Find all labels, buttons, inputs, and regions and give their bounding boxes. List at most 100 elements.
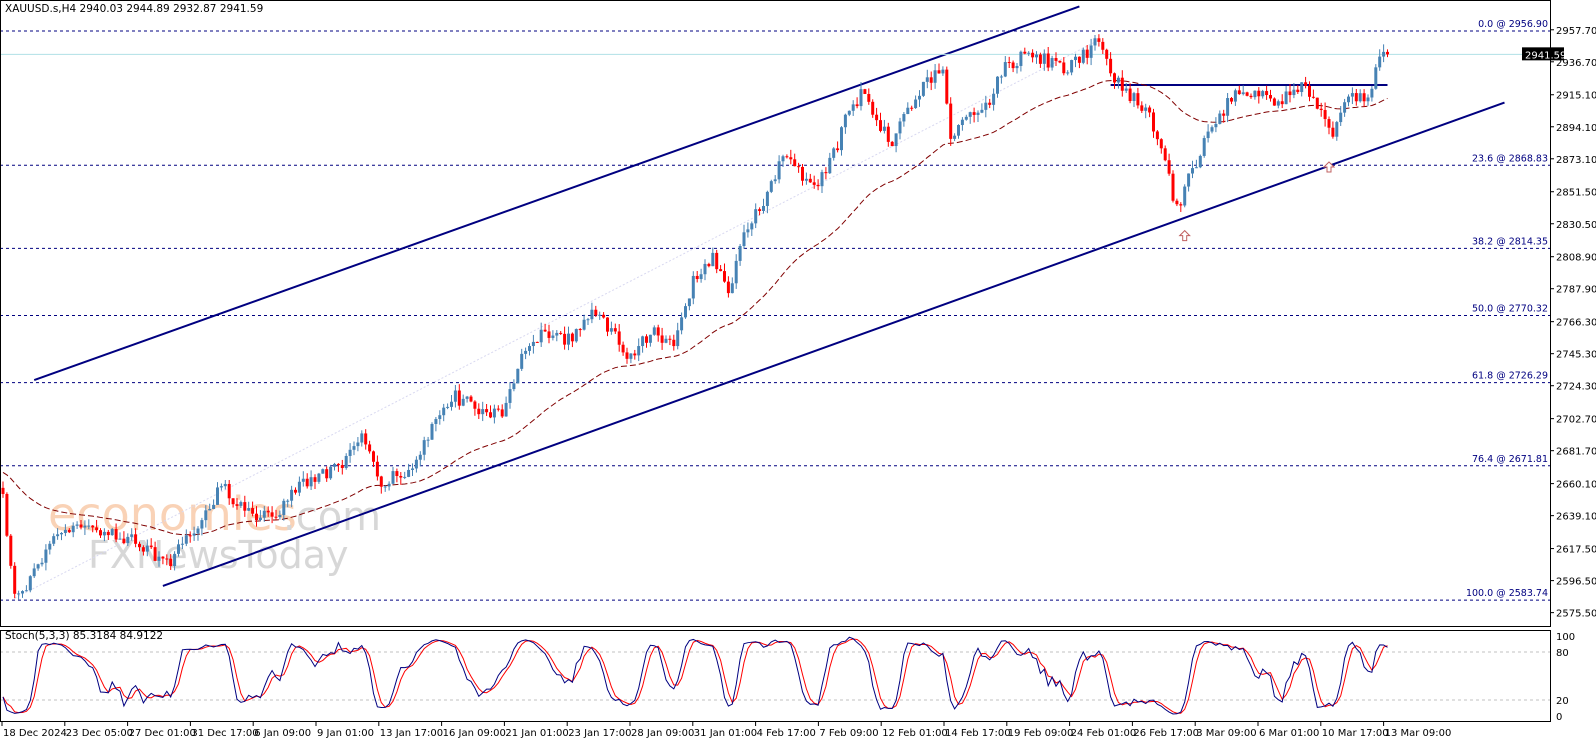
candle-body (1144, 107, 1148, 111)
candle (1070, 59, 1074, 76)
candle-body (1323, 110, 1327, 120)
candle-body (340, 465, 344, 469)
candle (177, 539, 180, 557)
candle-body (648, 334, 652, 343)
candle (1, 481, 5, 498)
candle-body (180, 543, 184, 545)
candle-body (1159, 139, 1163, 149)
candle (134, 528, 138, 548)
candle (570, 332, 574, 348)
candle (703, 259, 707, 281)
candle-body (219, 486, 223, 488)
candle (882, 119, 886, 134)
candle-body (660, 335, 664, 343)
candle (1269, 89, 1272, 102)
candle (239, 500, 243, 508)
candle-body (528, 346, 531, 351)
candle-body (414, 459, 418, 469)
candle (606, 317, 609, 337)
current-price-badge (1522, 47, 1564, 61)
moving-average-line (2, 80, 1388, 536)
candle (789, 149, 793, 165)
candle (1249, 93, 1253, 99)
candle-body (364, 433, 368, 445)
candle-body (1046, 53, 1050, 68)
candle (1296, 85, 1300, 94)
candle-body (539, 329, 543, 343)
candle (933, 63, 937, 89)
candle (715, 249, 719, 274)
candle-body (434, 419, 438, 424)
candle (512, 379, 516, 392)
candle (17, 590, 21, 600)
y-tick-label: 2639.10 (1556, 512, 1596, 523)
candle-body (960, 119, 964, 126)
stoch-pane-border (0, 630, 1551, 722)
candle-body (1085, 49, 1089, 58)
candle-body (1253, 90, 1257, 98)
candle (336, 463, 340, 472)
main-pane-border (0, 0, 1551, 627)
candle (629, 353, 633, 364)
candle (801, 163, 804, 186)
candle (309, 470, 313, 491)
candle-body (336, 463, 340, 466)
candle-body (945, 69, 949, 104)
candle (758, 207, 762, 216)
up-arrow-icon (1322, 161, 1336, 173)
candle (609, 321, 613, 335)
y-tick-label: 2915.10 (1556, 91, 1596, 102)
fib-level-label: 0.0 @ 2956.90 (1478, 19, 1548, 30)
candle (321, 468, 325, 474)
candle-body (492, 408, 496, 418)
candle-body (282, 500, 286, 516)
candle (1023, 47, 1027, 55)
candle-body (742, 232, 746, 247)
x-tick-label: 14 Feb 17:00 (945, 728, 1011, 739)
candle-body (56, 534, 60, 537)
candle (91, 525, 95, 533)
candle-body (1257, 90, 1261, 97)
candle (1152, 108, 1155, 138)
candle-body (906, 107, 910, 115)
candle (67, 528, 71, 534)
candle-body (177, 544, 180, 554)
candle (847, 110, 851, 117)
candle-body (1081, 49, 1085, 63)
candle (957, 124, 960, 139)
candle-body (652, 327, 656, 335)
candle-body (836, 148, 840, 151)
candle (695, 270, 699, 283)
candle-body (699, 274, 703, 280)
candle (1132, 91, 1136, 107)
candle-body (83, 525, 87, 528)
candle-body (71, 525, 75, 533)
candle (430, 422, 434, 440)
candle-body (399, 476, 403, 478)
candle-body (512, 383, 516, 390)
candle-body (1284, 91, 1288, 105)
candle-body (555, 332, 559, 336)
fib-level-label: 50.0 @ 2770.32 (1472, 304, 1548, 315)
candle-body (879, 120, 882, 131)
candle-body (680, 317, 684, 331)
candle (294, 487, 297, 495)
candle (28, 575, 32, 593)
y-tick-label: 2702.70 (1556, 415, 1596, 426)
candle-body (1175, 200, 1179, 205)
candle (44, 544, 48, 571)
candle-body (255, 513, 258, 521)
candle (524, 347, 528, 360)
candle (660, 327, 664, 350)
candle-body (1050, 58, 1054, 68)
candle-body (325, 469, 329, 479)
candle-body (551, 335, 555, 338)
candle-body (200, 520, 204, 529)
candle (648, 334, 652, 347)
candle (680, 312, 684, 335)
candle-body (1304, 82, 1308, 86)
candle-body (793, 159, 797, 167)
candle (1245, 91, 1249, 97)
candle-body (851, 104, 855, 111)
